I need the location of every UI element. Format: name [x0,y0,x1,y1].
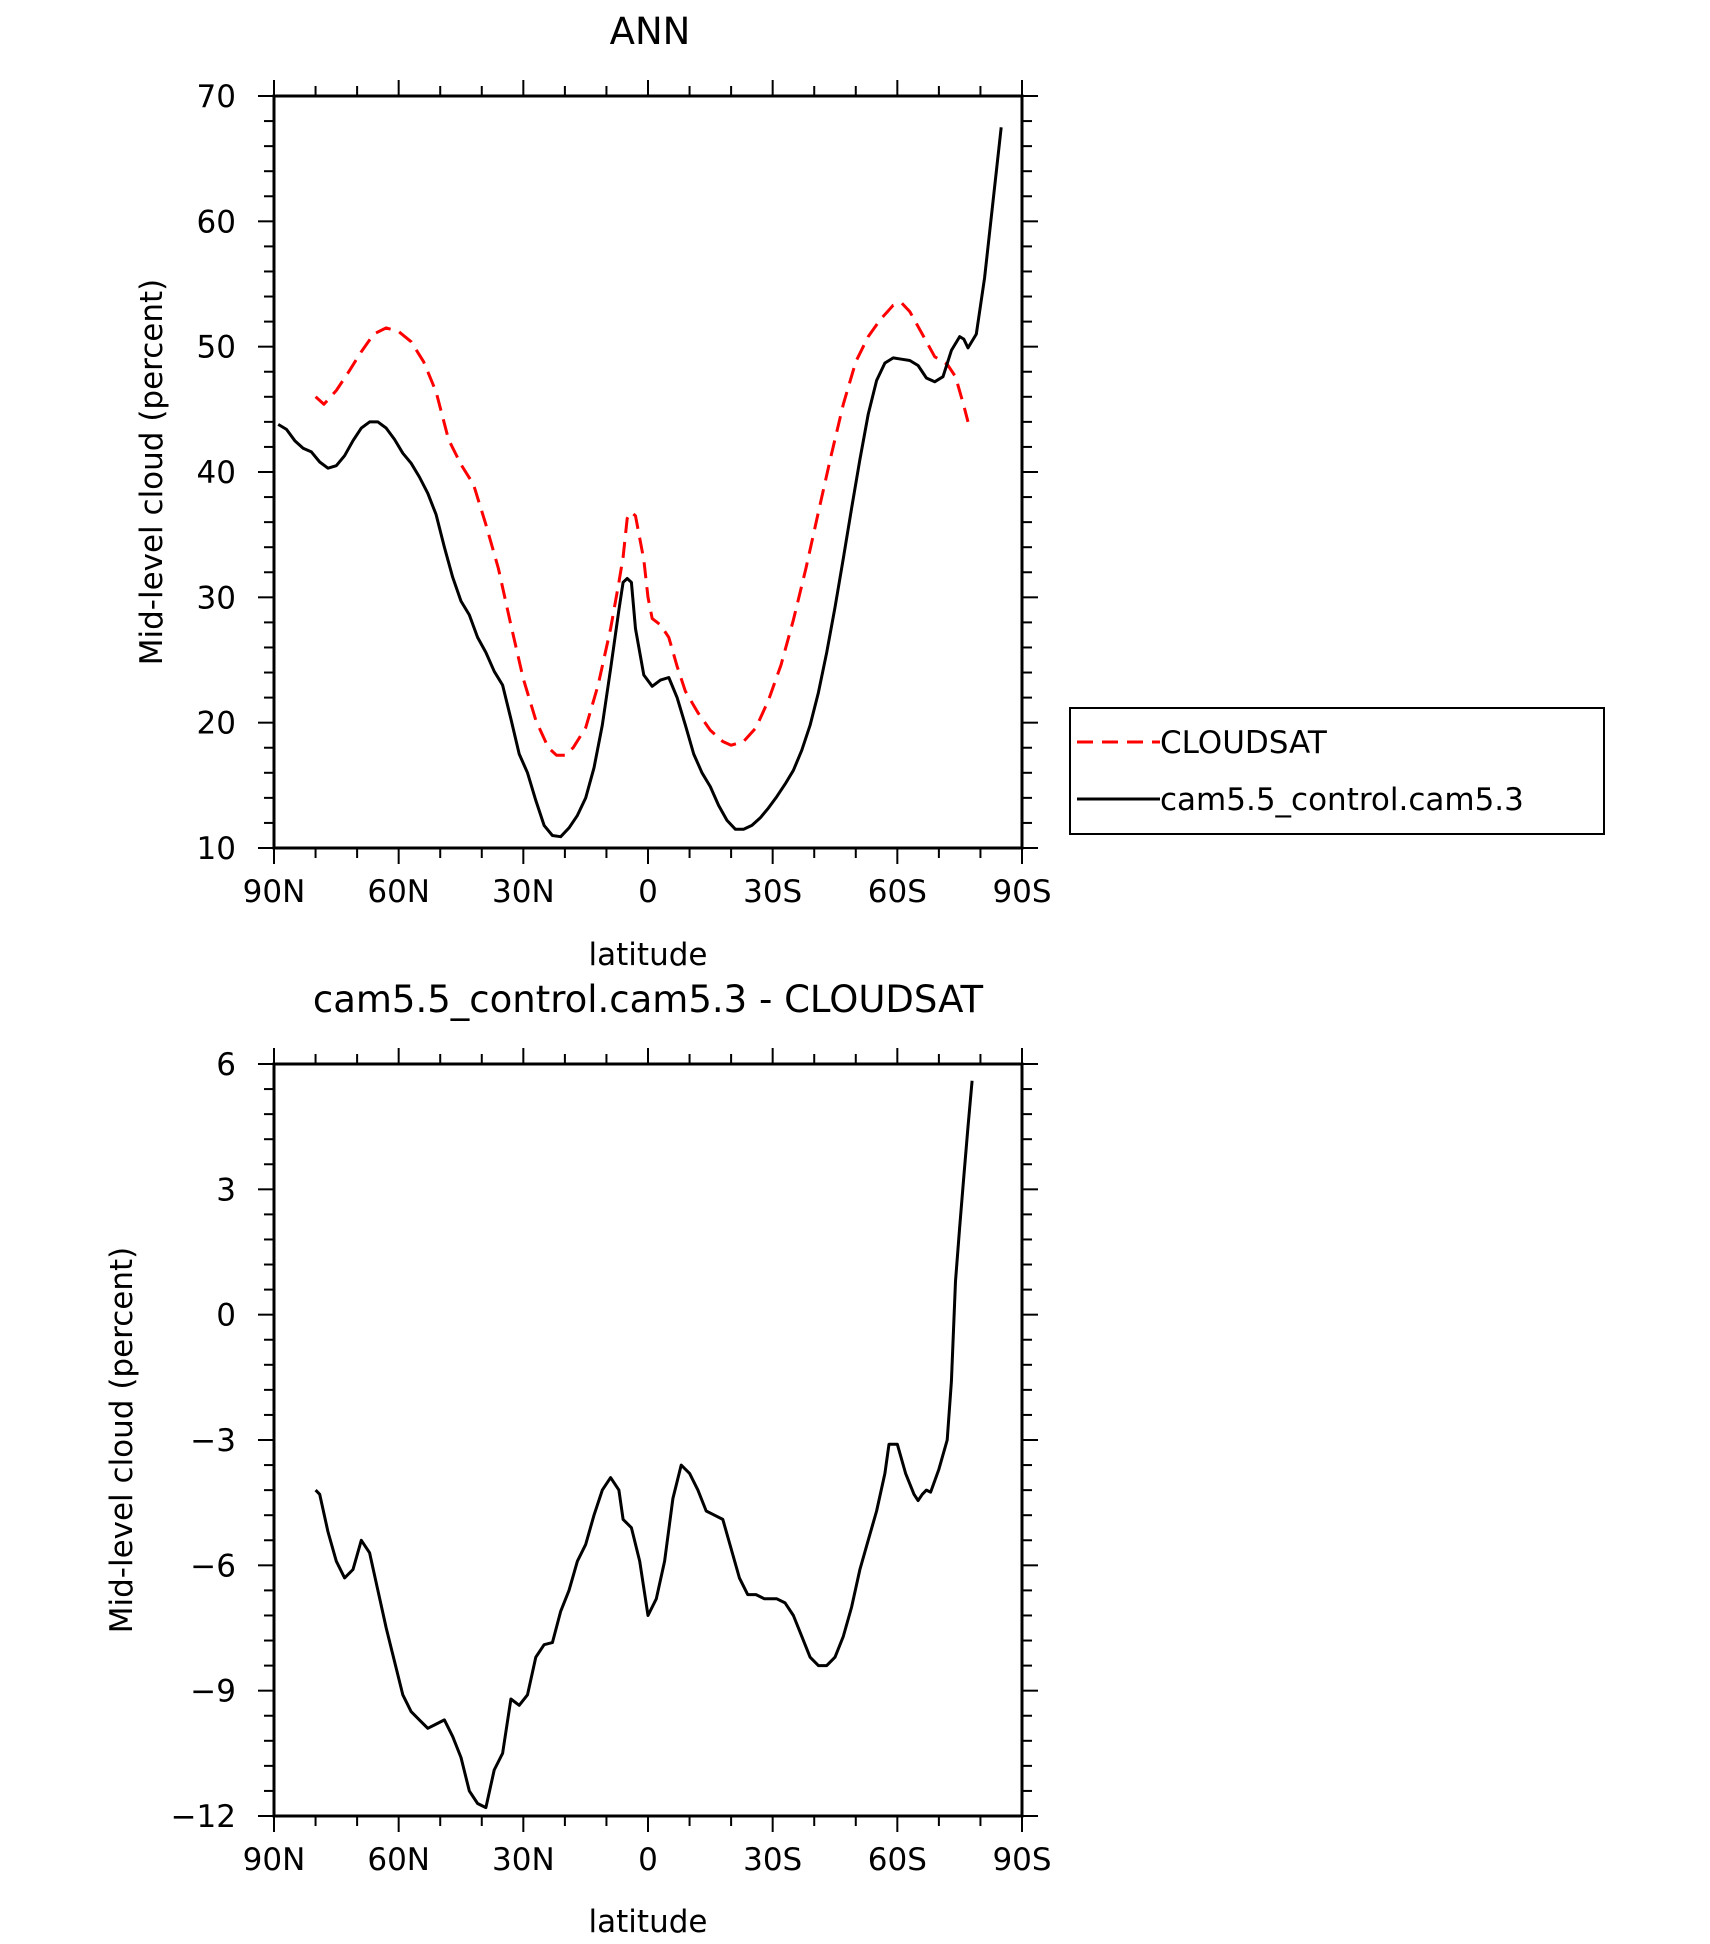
bottom-x-tick-labels: 90N 60N 30N 0 30S 60S 90S [243,1842,1052,1878]
x-tick-label: 30N [492,1842,555,1878]
y-tick-label: 0 [216,1298,236,1334]
x-tick-label: 90N [243,874,306,910]
x-tick-label: 60S [868,874,927,910]
top-series-line-0 [314,301,970,757]
x-tick-label: 90S [992,1842,1051,1878]
y-tick-label: 3 [216,1172,236,1208]
top-x-tick-labels: 90N 60N 30N 0 30S 60S 90S [243,874,1052,910]
x-tick-label: 90N [243,1842,306,1878]
x-tick-label: 0 [638,874,658,910]
top-y-tick-labels: 10 20 30 40 50 60 70 [197,79,236,867]
y-tick-label: 60 [197,204,236,240]
bottom-series-line-0 [314,1080,974,1810]
top-axis-ticks [258,80,1038,864]
y-tick-label: 20 [197,706,236,742]
top-plot-frame [272,94,1024,850]
y-tick-label: −3 [190,1423,236,1459]
x-tick-label: 0 [638,1842,658,1878]
y-tick-label: 10 [197,831,236,867]
bottom-axis-ticks [258,1048,1038,1832]
legend: CLOUDSAT cam5.5_control.cam5.3 [1069,707,1605,835]
x-tick-label: 60N [367,1842,430,1878]
x-tick-label: 30N [492,874,555,910]
y-tick-label: 50 [197,330,236,366]
legend-box [1069,707,1605,835]
top-y-axis-label: Mid-level cloud (percent) [134,279,170,666]
y-tick-label: 40 [197,455,236,491]
bottom-y-tick-labels: −12 −9 −6 −3 0 3 6 [171,1047,236,1835]
y-tick-label: −12 [171,1799,236,1835]
top-chart-title: ANN [610,10,691,53]
y-tick-label: 70 [197,79,236,115]
bottom-panel: cam5.5_control.cam5.3 - CLOUDSAT 90N 60N 3… [104,978,1052,1940]
x-tick-label: 60N [367,874,430,910]
y-tick-label: −9 [190,1674,236,1710]
x-tick-label: 90S [992,874,1051,910]
top-series-line-1 [277,127,1003,839]
x-tick-label: 30S [743,874,802,910]
y-tick-label: 6 [216,1047,236,1083]
y-tick-label: 30 [197,580,236,616]
x-tick-label: 60S [868,1842,927,1878]
bottom-plot-frame [272,1062,1024,1818]
x-tick-label: 30S [743,1842,802,1878]
top-panel: ANN 90N 60N 30N 0 30S 60S 90S 10 20 30 40 50 60 70 l… [134,10,1052,973]
top-series-lines [277,127,1003,839]
bottom-chart-title: cam5.5_control.cam5.3 - CLOUDSAT [313,978,984,1021]
y-tick-label: −6 [190,1548,236,1584]
top-x-axis-label: latitude [589,937,708,973]
bottom-series-lines [314,1080,974,1810]
legend-label-model: cam5.5_control.cam5.3 [1160,782,1524,818]
bottom-x-axis-label: latitude [589,1904,708,1939]
bottom-y-axis-label: Mid-level cloud (percent) [104,1247,140,1634]
legend-label-cloudsat: CLOUDSAT [1160,725,1328,761]
